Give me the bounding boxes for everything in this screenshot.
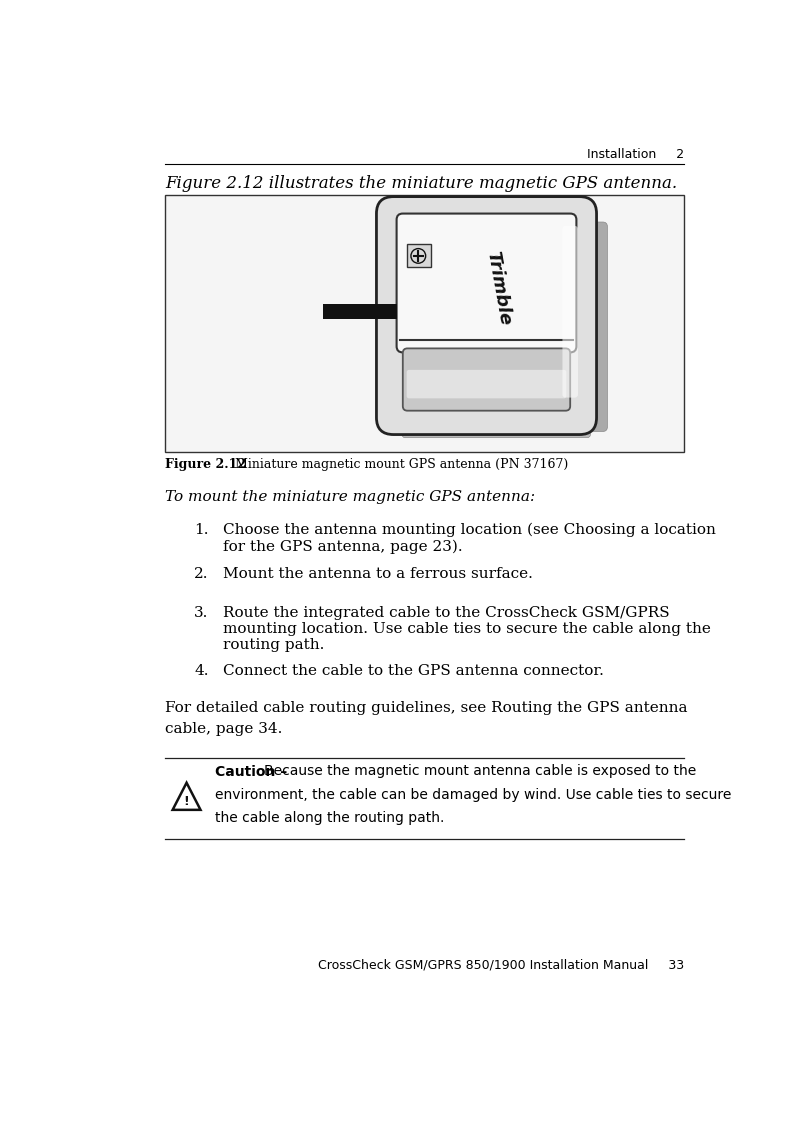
Text: 2.: 2. <box>194 568 209 581</box>
FancyBboxPatch shape <box>577 222 607 432</box>
Text: Installation     2: Installation 2 <box>587 148 684 160</box>
FancyBboxPatch shape <box>406 370 566 398</box>
Text: Trimble: Trimble <box>483 250 513 328</box>
Polygon shape <box>173 783 200 810</box>
Text: !: ! <box>184 794 189 808</box>
Bar <box>165 195 684 452</box>
Text: the cable along the routing path.: the cable along the routing path. <box>215 811 444 825</box>
Text: Because the magnetic mount antenna cable is exposed to the: Because the magnetic mount antenna cable… <box>264 764 696 779</box>
Text: For detailed cable routing guidelines, see Routing the GPS antenna: For detailed cable routing guidelines, s… <box>165 700 687 715</box>
Text: Figure 2.12 illustrates the miniature magnetic GPS antenna.: Figure 2.12 illustrates the miniature ma… <box>165 175 677 192</box>
Text: Choose the antenna mounting location (see Choosing a location
for the GPS antenn: Choose the antenna mounting location (se… <box>223 523 716 554</box>
Text: Caution –: Caution – <box>215 764 292 779</box>
FancyBboxPatch shape <box>403 349 570 411</box>
Text: Mount the antenna to a ferrous surface.: Mount the antenna to a ferrous surface. <box>223 568 533 581</box>
Text: Route the integrated cable to the CrossCheck GSM/GPRS
mounting location. Use cab: Route the integrated cable to the CrossC… <box>223 606 711 652</box>
Text: environment, the cable can be damaged by wind. Use cable ties to secure: environment, the cable can be damaged by… <box>215 788 732 801</box>
Text: cable, page 34.: cable, page 34. <box>165 723 282 736</box>
FancyBboxPatch shape <box>407 243 431 267</box>
Text: Figure 2.12: Figure 2.12 <box>165 458 246 471</box>
Text: Miniature magnetic mount GPS antenna (PN 37167): Miniature magnetic mount GPS antenna (PN… <box>234 458 568 471</box>
Text: 3.: 3. <box>194 606 209 619</box>
Text: 1.: 1. <box>194 523 209 536</box>
FancyBboxPatch shape <box>397 213 577 352</box>
Text: Connect the cable to the GPS antenna connector.: Connect the cable to the GPS antenna con… <box>223 663 604 678</box>
Text: 4.: 4. <box>194 663 209 678</box>
FancyBboxPatch shape <box>376 196 596 434</box>
Text: CrossCheck GSM/GPRS 850/1900 Installation Manual     33: CrossCheck GSM/GPRS 850/1900 Installatio… <box>318 958 684 972</box>
Text: To mount the miniature magnetic GPS antenna:: To mount the miniature magnetic GPS ante… <box>165 490 535 505</box>
FancyBboxPatch shape <box>402 416 590 438</box>
Bar <box>323 304 397 320</box>
FancyBboxPatch shape <box>562 226 578 397</box>
